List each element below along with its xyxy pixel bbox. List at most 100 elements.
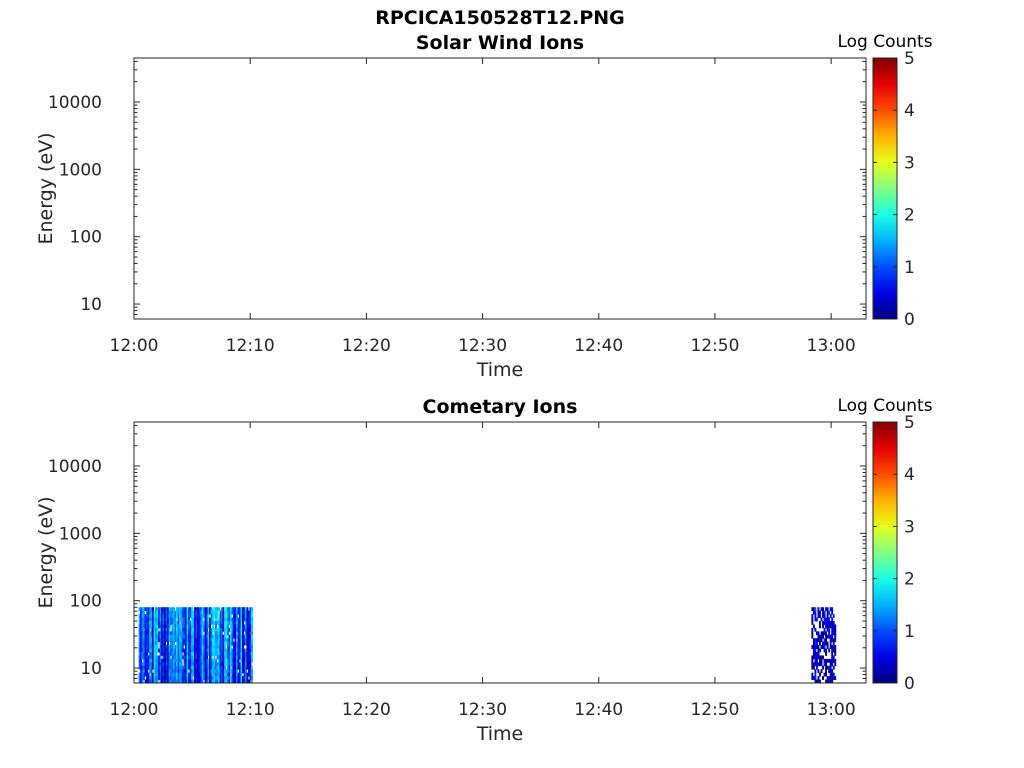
colorbar-tick-label: 2 (904, 570, 915, 590)
spectrogram-cell (242, 669, 244, 674)
x-tick-label: 12:10 (226, 700, 275, 720)
spectrogram-cell (144, 641, 147, 646)
spectrogram-cell (179, 652, 181, 656)
spectrogram-cell (233, 648, 235, 653)
spectrogram-cell (168, 624, 171, 629)
spectrogram-cell (155, 624, 158, 629)
spectrogram-cell (251, 634, 253, 639)
spectrogram-cell (239, 621, 241, 625)
spectrogram-cell (240, 607, 243, 612)
spectrogram-cell (180, 652, 183, 656)
spectrogram-cell (234, 614, 237, 618)
spectrogram-cell (149, 641, 152, 646)
spectrogram-cell (209, 627, 211, 632)
spectrogram-cell (192, 638, 195, 643)
spectrogram-cell (224, 614, 226, 618)
spectrogram-cell (245, 624, 247, 629)
spectrogram-cell (243, 607, 246, 612)
spectrogram-cell (225, 621, 228, 625)
spectrogram-cell (221, 662, 223, 667)
spectrogram-cell (251, 641, 253, 646)
spectrogram-cell (246, 648, 249, 653)
spectrogram-cell (168, 631, 171, 636)
spectrogram-cell (195, 679, 198, 684)
spectrogram-cell (224, 652, 226, 656)
spectrogram-cell (183, 617, 186, 622)
spectrogram-cell (173, 655, 176, 660)
spectrogram-cell (820, 634, 823, 639)
spectrogram-cell (200, 634, 202, 639)
spectrogram-cell (834, 648, 837, 653)
spectrogram-cell (248, 648, 250, 653)
spectrogram-cell (192, 634, 195, 639)
spectrogram-cell (138, 614, 141, 618)
spectrogram-cell (164, 641, 167, 646)
spectrogram-cell (158, 634, 161, 639)
spectrogram-cell (240, 658, 243, 663)
spectrogram-cell (149, 665, 152, 670)
spectrogram-cell (234, 662, 237, 667)
spectrogram-cell (158, 676, 161, 680)
spectrogram-cell (171, 652, 174, 656)
spectrogram-cell (207, 658, 210, 663)
spectrogram-cell (245, 665, 247, 670)
spectrogram-cell (224, 607, 226, 612)
spectrogram-cell (228, 617, 231, 622)
spectrogram-cell (203, 638, 205, 643)
spectrogram-cell (156, 655, 159, 660)
spectrogram-cell (167, 641, 170, 646)
spectrogram-cell (246, 617, 249, 622)
spectrogram-cell (248, 624, 250, 629)
spectrogram-cell (234, 655, 237, 660)
spectrogram-cell (155, 614, 158, 618)
spectrogram-cell (811, 634, 814, 639)
spectrogram-cell (249, 645, 252, 649)
spectrogram-cell (222, 645, 225, 649)
spectrogram-cell (195, 665, 198, 670)
spectrogram-cell (242, 631, 244, 636)
spectrogram-cell (234, 645, 237, 649)
spectrogram-cell (215, 614, 217, 618)
spectrogram-cell (230, 627, 232, 632)
spectrogram-cell (140, 607, 143, 612)
spectrogram-cell (204, 627, 207, 632)
spectrogram-cell (138, 624, 141, 629)
spectrogram-cell (143, 645, 146, 649)
spectrogram-cell (239, 662, 241, 667)
spectrogram-cell (194, 676, 196, 680)
spectrogram-cell (152, 676, 155, 680)
spectrogram-cell (227, 648, 229, 653)
spectrogram-cell (218, 627, 220, 632)
spectrogram-cell (161, 652, 164, 656)
spectrogram-cell (248, 672, 250, 677)
spectrogram-cell (153, 638, 156, 643)
spectrogram-cell (823, 614, 826, 618)
spectrogram-cell (237, 607, 240, 612)
spectrogram-cell (183, 679, 186, 684)
spectrogram-cell (186, 614, 189, 618)
spectrogram-cell (204, 614, 207, 618)
colorbar-label: Log Counts (837, 396, 932, 416)
spectrogram-cell (203, 624, 205, 629)
spectrogram-cell (213, 676, 216, 680)
spectrogram-cell (225, 658, 228, 663)
spectrogram-cell (825, 607, 828, 612)
spectrogram-cell (825, 652, 828, 656)
spectrogram-cell (201, 652, 204, 656)
spectrogram-cell (164, 631, 167, 636)
spectrogram-cell (162, 658, 165, 663)
spectrogram-cell (180, 610, 183, 615)
spectrogram-cell (152, 641, 155, 646)
spectrogram-cell (161, 617, 164, 622)
spectrogram-cell (248, 665, 250, 670)
spectrogram-cell (192, 631, 195, 636)
colorbar-tick-label: 4 (904, 101, 915, 121)
spectrogram-cell (149, 658, 152, 663)
spectrogram-cell (236, 658, 238, 663)
spectrogram-cell (231, 638, 234, 643)
spectrogram-cell (222, 662, 225, 667)
spectrogram-cell (170, 662, 173, 667)
spectrogram-cell (227, 662, 229, 667)
spectrogram-cell (227, 607, 229, 612)
spectrogram-cell (239, 627, 241, 632)
